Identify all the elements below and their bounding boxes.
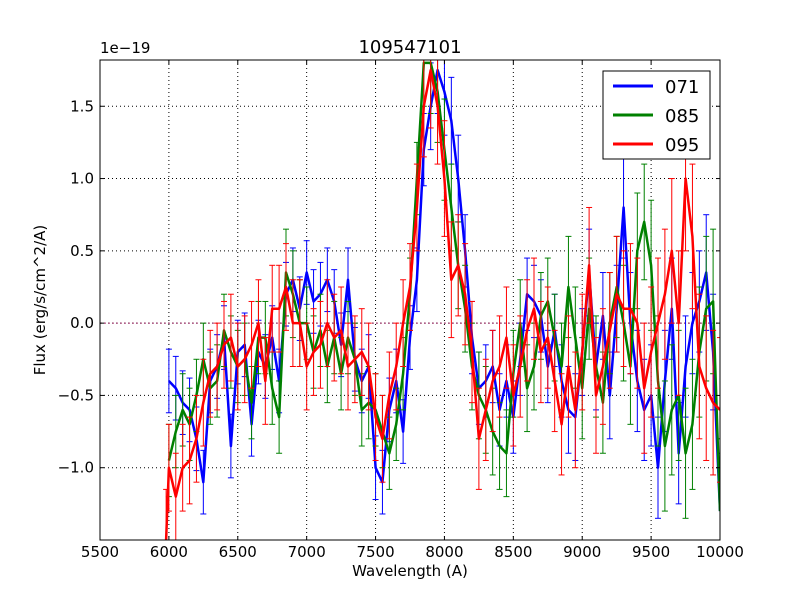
x-tick-label: 9000 <box>563 543 601 561</box>
y-tick-label: −1.0 <box>58 459 94 477</box>
legend-label-085: 085 <box>665 106 699 127</box>
x-tick-label: 10000 <box>696 543 744 561</box>
x-tick-label: 7000 <box>288 543 326 561</box>
y-axis-label: Flux (erg/s/cm^2/A) <box>31 225 49 376</box>
x-axis-label: Wavelength (A) <box>352 562 468 580</box>
series-layer <box>163 60 720 540</box>
series-095 <box>163 60 720 540</box>
y-offset-label: 1e−19 <box>100 39 150 57</box>
y-tick-label: 1.0 <box>70 170 94 188</box>
x-tick-label: 6500 <box>219 543 257 561</box>
y-tick-label: 0.5 <box>70 242 94 260</box>
chart-title: 109547101 <box>358 37 461 58</box>
y-tick-label: −0.5 <box>58 386 94 404</box>
legend: 071 085 095 <box>602 70 711 160</box>
series-line-071 <box>167 68 720 512</box>
legend-label-071: 071 <box>665 77 699 98</box>
x-tick-label: 6000 <box>150 543 188 561</box>
legend-label-095: 095 <box>665 135 699 156</box>
x-tick-label: 5500 <box>81 543 119 561</box>
plot-frame <box>99 59 721 541</box>
axis-ticks: 5500 6000 6500 7000 7500 8000 8500 9000 9500 1000… <box>58 60 744 561</box>
y-tick-label: 1.5 <box>70 97 94 115</box>
x-tick-label: 7500 <box>356 543 394 561</box>
x-tick-label: 8500 <box>494 543 532 561</box>
series-line-095 <box>164 68 720 540</box>
y-tick-label: 0.0 <box>70 314 94 332</box>
x-tick-label: 8000 <box>425 543 463 561</box>
x-tick-label: 9500 <box>632 543 670 561</box>
